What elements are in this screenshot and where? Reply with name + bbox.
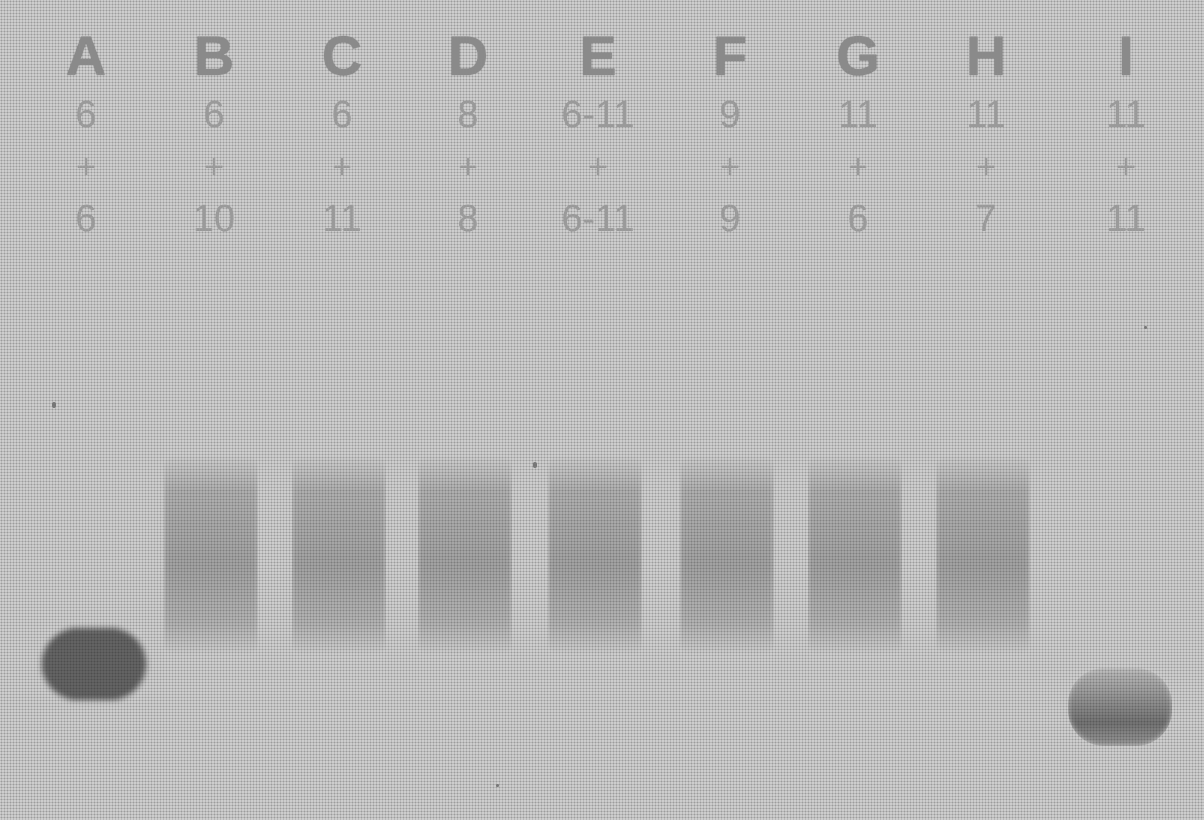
lane-letter: E	[532, 28, 664, 84]
lane-bottom-number: 7	[920, 200, 1052, 238]
lane-plus-sign: +	[20, 150, 152, 184]
lane-letter: F	[664, 28, 796, 84]
band	[808, 455, 902, 655]
lane-top-number: 8	[402, 96, 534, 134]
band	[164, 455, 258, 655]
lane-plus-sign: +	[792, 150, 924, 184]
lane-letter: C	[276, 28, 408, 84]
lane-a: A 6 + 6	[20, 0, 152, 820]
lane-plus-sign: +	[920, 150, 1052, 184]
lane-bottom-number: 6	[20, 200, 152, 238]
band	[680, 455, 774, 655]
lane-top-number: 6	[148, 96, 280, 134]
lane-bottom-number: 10	[148, 200, 280, 238]
lane-bottom-number: 11	[276, 200, 408, 238]
band	[936, 455, 1030, 655]
lane-bottom-number: 6-11	[532, 200, 664, 238]
lane-top-number: 9	[664, 96, 796, 134]
lane-bottom-number: 9	[664, 200, 796, 238]
lane-top-number: 6	[20, 96, 152, 134]
speck	[496, 784, 499, 787]
lane-d: D 8 + 8	[402, 0, 534, 820]
lane-i: I 11 + 11	[1060, 0, 1192, 820]
lane-top-number: 6	[276, 96, 408, 134]
band	[1068, 668, 1172, 746]
lane-top-number: 11	[920, 96, 1052, 134]
lane-bottom-number: 11	[1060, 200, 1192, 238]
lane-letter: I	[1060, 28, 1192, 84]
lane-plus-sign: +	[1060, 150, 1192, 184]
lane-letter: H	[920, 28, 1052, 84]
lane-top-number: 11	[792, 96, 924, 134]
lane-h: H 11 + 7	[920, 0, 1052, 820]
lane-bottom-number: 6	[792, 200, 924, 238]
lane-c: C 6 + 11	[276, 0, 408, 820]
lane-top-number: 11	[1060, 96, 1192, 134]
lane-letter: B	[148, 28, 280, 84]
lane-e: E 6-11 + 6-11	[532, 0, 664, 820]
lane-bottom-number: 8	[402, 200, 534, 238]
lane-g: G 11 + 6	[792, 0, 924, 820]
band	[292, 455, 386, 655]
lane-plus-sign: +	[276, 150, 408, 184]
lane-top-number: 6-11	[532, 96, 664, 134]
lane-plus-sign: +	[402, 150, 534, 184]
speck	[1144, 326, 1147, 329]
lane-b: B 6 + 10	[148, 0, 280, 820]
band	[42, 628, 146, 700]
lane-letter: A	[20, 28, 152, 84]
lane-letter: G	[792, 28, 924, 84]
lane-plus-sign: +	[664, 150, 796, 184]
band	[418, 455, 512, 655]
lane-f: F 9 + 9	[664, 0, 796, 820]
lane-letter: D	[402, 28, 534, 84]
speck	[52, 402, 56, 408]
band	[548, 455, 642, 655]
lane-plus-sign: +	[148, 150, 280, 184]
lane-plus-sign: +	[532, 150, 664, 184]
speck	[533, 462, 537, 468]
